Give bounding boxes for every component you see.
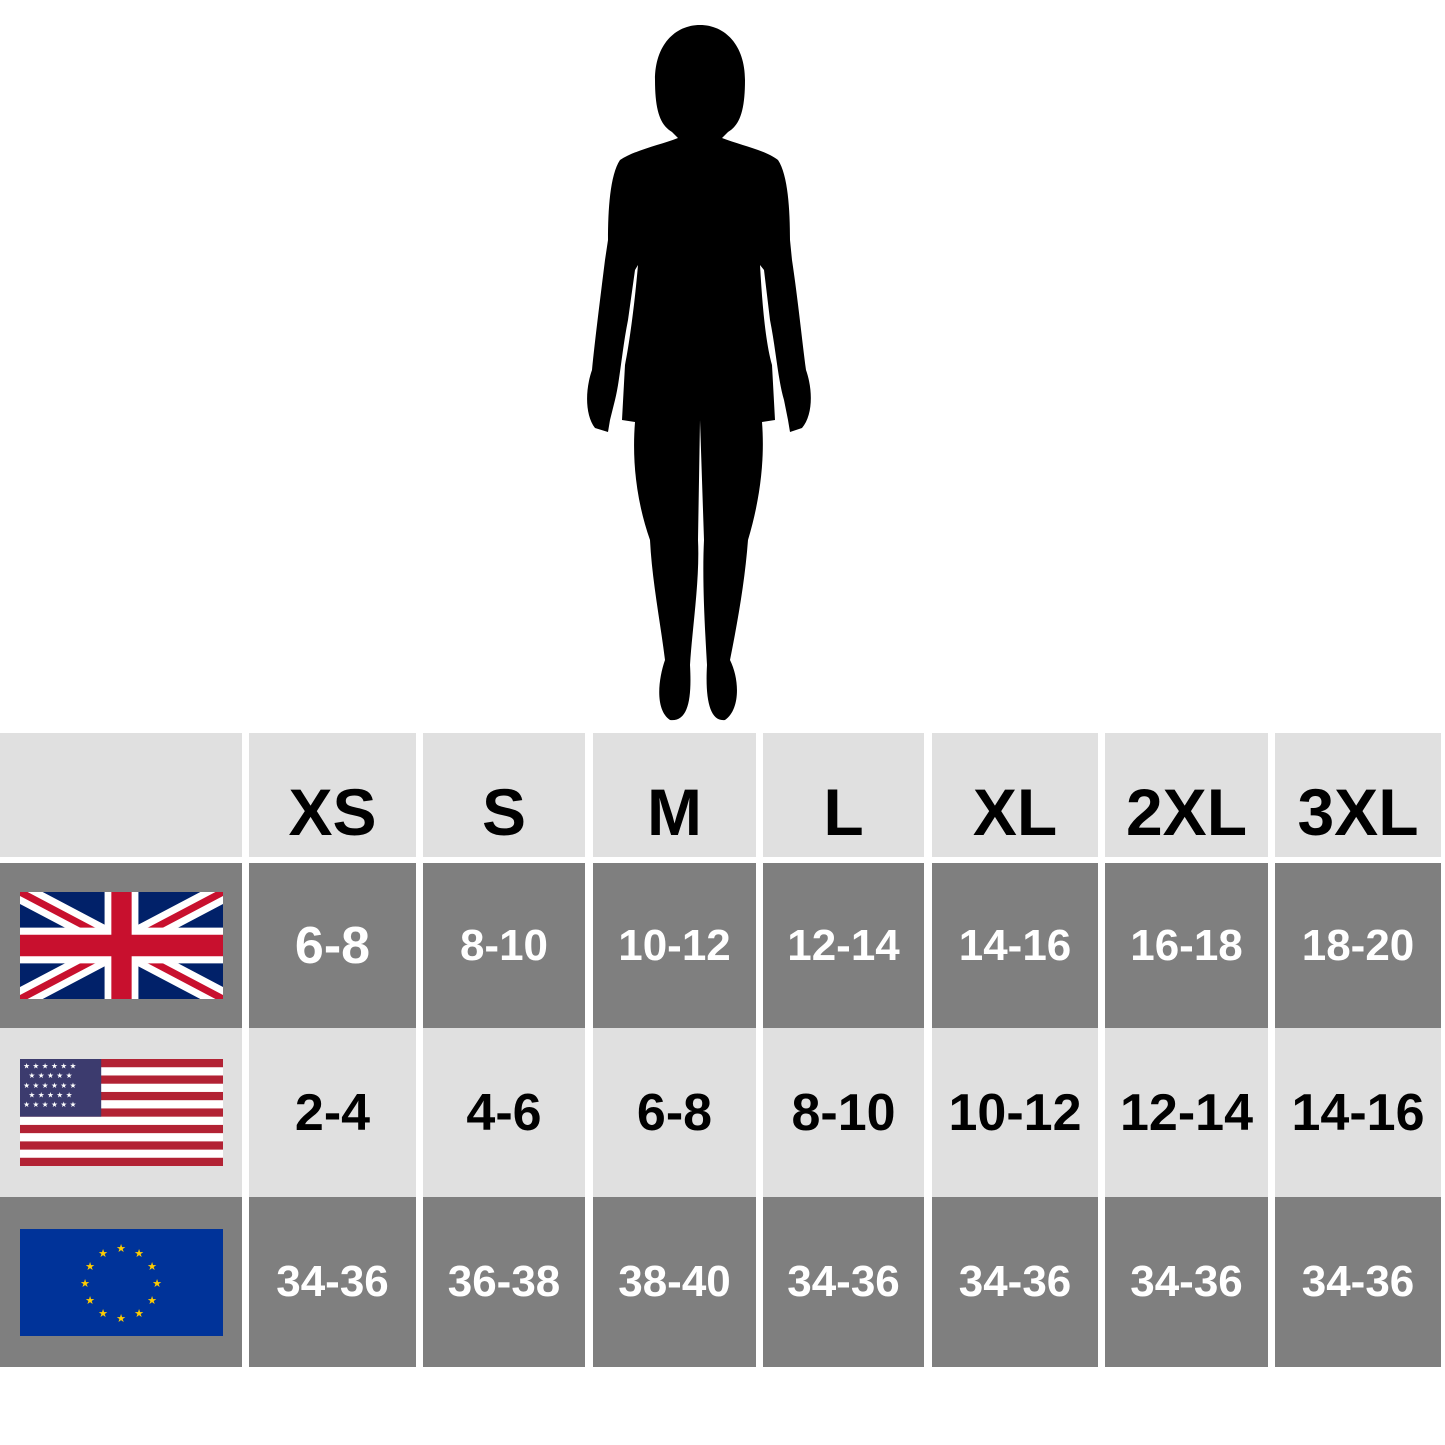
eu-size-cell: 36-38 xyxy=(423,1197,585,1367)
size-header: M xyxy=(593,733,756,857)
svg-text:★: ★ xyxy=(116,1312,126,1325)
eu-size-cell: 34-36 xyxy=(763,1197,924,1367)
size-header: L xyxy=(763,733,924,857)
us-size-cell: 14-16 xyxy=(1275,1028,1441,1197)
uk-size-cell: 8-10 xyxy=(423,863,585,1028)
eu-flag-cell: ★ ★ ★ ★ ★ ★ ★ ★ ★ ★ ★ ★ xyxy=(0,1197,242,1367)
uk-flag-cell xyxy=(0,863,242,1028)
us-size-cell: 6-8 xyxy=(593,1028,756,1197)
svg-text:★: ★ xyxy=(98,1307,108,1320)
svg-text:★: ★ xyxy=(116,1242,126,1255)
svg-text:★: ★ xyxy=(98,1247,108,1260)
svg-text:★ ★ ★ ★ ★ ★: ★ ★ ★ ★ ★ ★ xyxy=(23,1081,76,1090)
eu-row: ★ ★ ★ ★ ★ ★ ★ ★ ★ ★ ★ ★ 34-36 36-38 38-40 34-36 … xyxy=(0,1197,1445,1367)
svg-text:★ ★ ★ ★ ★: ★ ★ ★ ★ ★ xyxy=(28,1071,72,1080)
size-header: S xyxy=(423,733,585,857)
size-chart-table: XS S M L XL 2XL 3XL 6-8 8-10 10-12 12-14… xyxy=(0,733,1445,1367)
uk-size-cell: 12-14 xyxy=(763,863,924,1028)
svg-text:★: ★ xyxy=(85,1260,95,1273)
size-header: 3XL xyxy=(1275,733,1441,857)
size-header: 2XL xyxy=(1105,733,1268,857)
svg-text:★: ★ xyxy=(152,1277,162,1290)
eu-size-cell: 34-36 xyxy=(1275,1197,1441,1367)
header-empty-cell xyxy=(0,733,242,857)
svg-text:★: ★ xyxy=(85,1294,95,1307)
size-header: XS xyxy=(249,733,416,857)
us-size-cell: 10-12 xyxy=(932,1028,1098,1197)
us-size-cell: 8-10 xyxy=(763,1028,924,1197)
eu-size-cell: 34-36 xyxy=(932,1197,1098,1367)
svg-text:★ ★ ★ ★ ★: ★ ★ ★ ★ ★ xyxy=(28,1091,72,1100)
uk-size-cell: 14-16 xyxy=(932,863,1098,1028)
size-header: XL xyxy=(932,733,1098,857)
header-row: XS S M L XL 2XL 3XL xyxy=(0,733,1445,857)
woman-silhouette-icon xyxy=(587,25,811,721)
uk-size-cell: 6-8 xyxy=(249,863,416,1028)
uk-size-cell: 18-20 xyxy=(1275,863,1441,1028)
eu-size-cell: 34-36 xyxy=(1105,1197,1268,1367)
eu-size-cell: 38-40 xyxy=(593,1197,756,1367)
svg-text:★: ★ xyxy=(80,1277,90,1290)
svg-text:★: ★ xyxy=(134,1247,144,1260)
us-size-cell: 4-6 xyxy=(423,1028,585,1197)
eu-flag-icon: ★ ★★ ★★★ ★★★ ★★★ xyxy=(19,1228,223,1336)
svg-text:★ ★ ★ ★ ★ ★: ★ ★ ★ ★ ★ ★ xyxy=(23,1100,76,1109)
svg-text:★: ★ xyxy=(134,1307,144,1320)
us-flag-cell: ★ ★ ★ ★ ★ ★ ★ ★ ★ ★ ★ ★ ★ ★ ★ ★ ★ ★ ★ ★ ★ … xyxy=(0,1028,242,1197)
us-size-cell: 2-4 xyxy=(249,1028,416,1197)
us-row: ★ ★ ★ ★ ★ ★ ★ ★ ★ ★ ★ ★ ★ ★ ★ ★ ★ ★ ★ ★ ★ … xyxy=(0,1028,1445,1197)
uk-flag-icon xyxy=(19,892,223,999)
eu-size-cell: 34-36 xyxy=(249,1197,416,1367)
uk-size-cell: 10-12 xyxy=(593,863,756,1028)
us-flag-icon: ★ ★ ★ ★ ★ ★★ ★ ★ ★ ★ ★ ★ ★ ★ ★ ★★ ★ ★ ★ … xyxy=(19,1059,223,1166)
uk-size-cell: 16-18 xyxy=(1105,863,1268,1028)
svg-text:★ ★ ★ ★ ★ ★: ★ ★ ★ ★ ★ ★ xyxy=(23,1062,76,1071)
svg-text:★: ★ xyxy=(147,1260,157,1273)
svg-text:★: ★ xyxy=(147,1294,157,1307)
uk-row: 6-8 8-10 10-12 12-14 14-16 16-18 18-20 xyxy=(0,863,1445,1028)
us-size-cell: 12-14 xyxy=(1105,1028,1268,1197)
